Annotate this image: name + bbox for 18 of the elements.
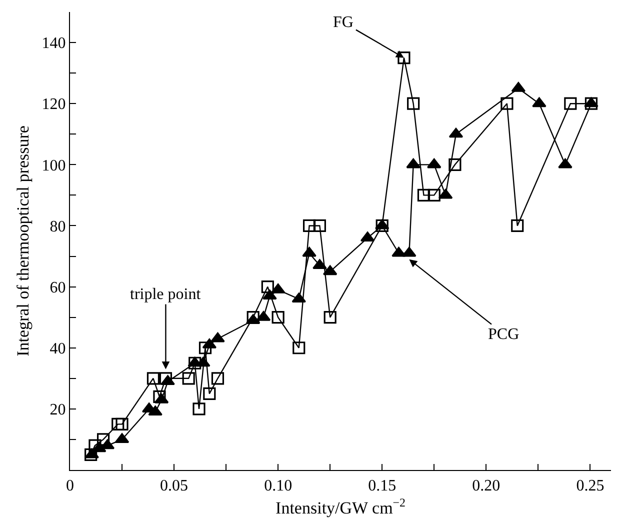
y-tick-label: 120	[42, 96, 66, 114]
annotation: FG	[333, 14, 354, 31]
x-tick-label: 0	[66, 477, 74, 494]
x-tick-label: 0.25	[576, 477, 604, 494]
y-tick-label: 60	[50, 279, 66, 296]
y-tick-label: 40	[50, 340, 66, 358]
y-tick-label: 140	[42, 35, 66, 52]
y-axis-title: Integral of thermooptical pressure	[13, 126, 32, 356]
x-tick-label: 0.20	[472, 477, 500, 494]
x-tick-label: 0.05	[160, 477, 188, 494]
annotation: triple point	[130, 286, 202, 303]
x-axis-title: Intensity/GW cm$^{−2}$	[276, 496, 406, 518]
annotation: PCG	[488, 326, 520, 343]
y-tick-label: 20	[50, 402, 66, 419]
x-tick-label: 0.10	[264, 477, 292, 494]
y-tick-label: 100	[42, 157, 66, 174]
x-tick-label: 0.15	[368, 477, 396, 494]
y-tick-label: 80	[50, 218, 66, 236]
